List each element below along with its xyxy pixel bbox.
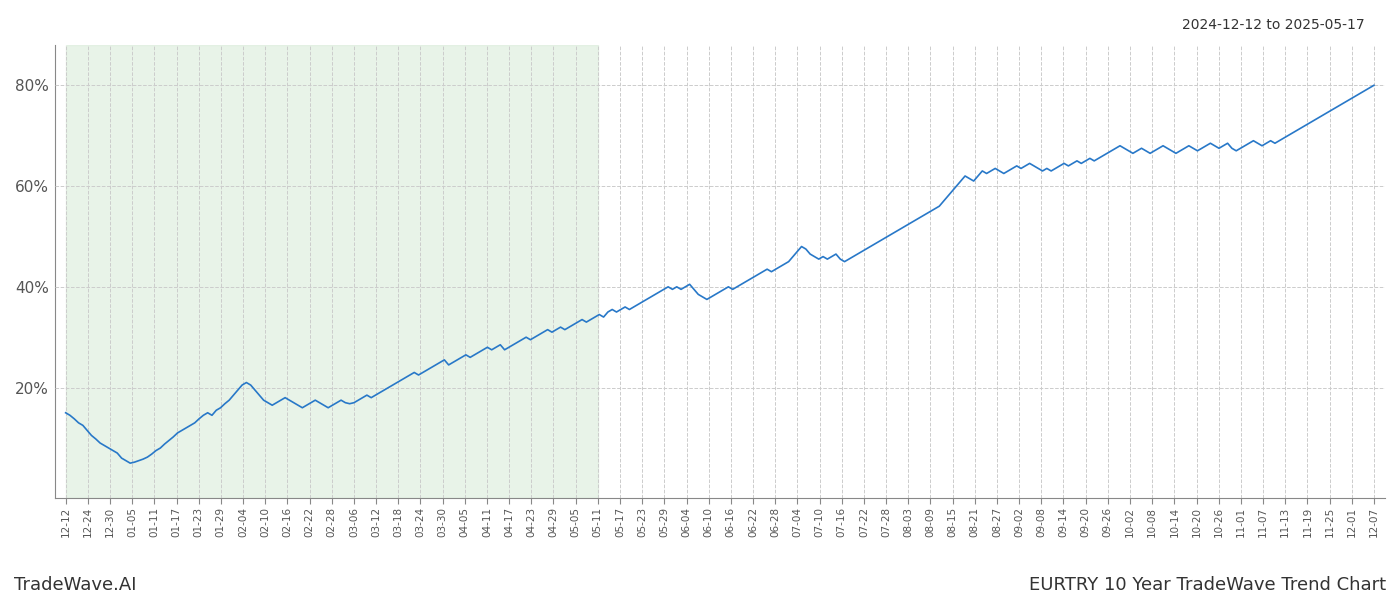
Text: 2024-12-12 to 2025-05-17: 2024-12-12 to 2025-05-17 <box>1183 18 1365 32</box>
Bar <box>66 45 598 499</box>
Text: EURTRY 10 Year TradeWave Trend Chart: EURTRY 10 Year TradeWave Trend Chart <box>1029 576 1386 594</box>
Text: TradeWave.AI: TradeWave.AI <box>14 576 137 594</box>
